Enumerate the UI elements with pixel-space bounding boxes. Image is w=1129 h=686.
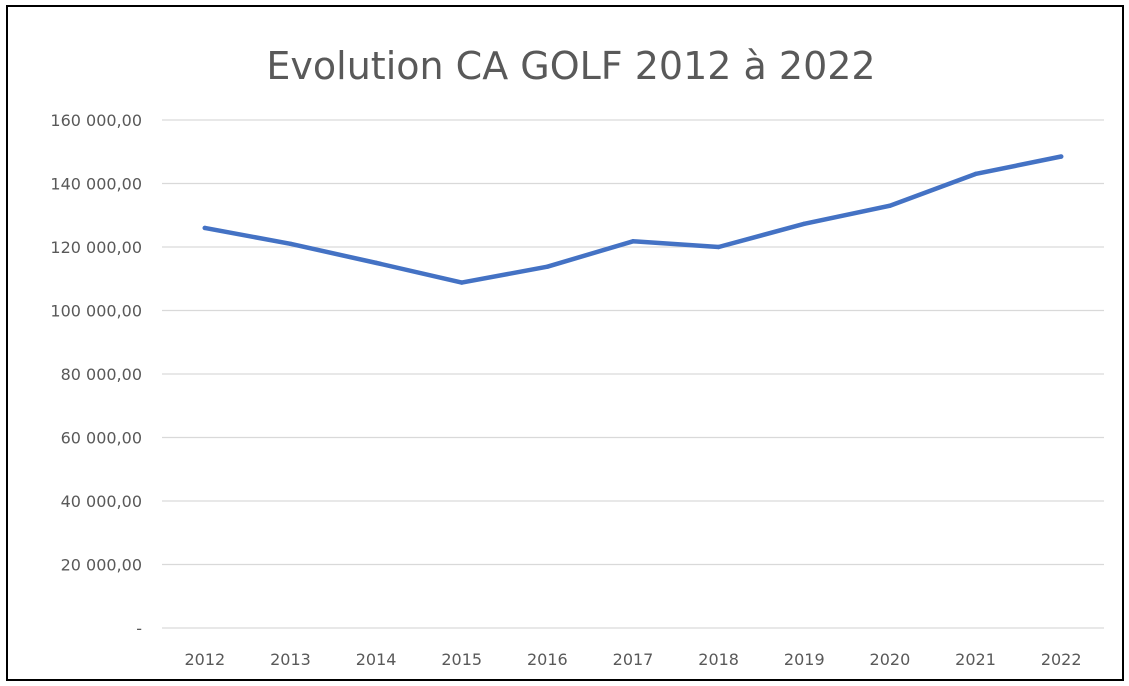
x-axis-tick-labels: 2012 2013 2014 2015 2016 2017 2018 2019 2020 2021… <box>184 650 1081 669</box>
data-point <box>202 225 208 231</box>
y-tick-label: - <box>136 619 142 638</box>
data-point <box>802 221 807 227</box>
x-tick-label: 2016 <box>527 650 568 669</box>
x-tick-label: 2020 <box>870 650 911 669</box>
x-tick-label: 2013 <box>270 650 311 669</box>
y-tick-label: 140 000,00 <box>50 175 142 194</box>
chart-title: Evolution CA GOLF 2012 à 2022 <box>266 44 875 88</box>
x-tick-label: 2012 <box>184 650 225 669</box>
data-point <box>973 171 978 177</box>
x-tick-label: 2014 <box>356 650 397 669</box>
y-tick-label: 20 000,00 <box>61 556 142 575</box>
gridlines <box>162 119 1104 629</box>
series-line <box>202 154 1064 285</box>
data-point <box>887 203 893 208</box>
data-point <box>716 244 721 250</box>
x-tick-label: 2022 <box>1041 650 1082 669</box>
x-tick-label: 2017 <box>613 650 654 669</box>
data-point <box>373 260 379 266</box>
y-tick-label: 160 000,00 <box>50 111 142 130</box>
x-tick-label: 2019 <box>784 650 825 669</box>
y-tick-label: 120 000,00 <box>50 238 142 257</box>
data-point <box>459 280 464 285</box>
x-tick-label: 2021 <box>955 650 996 669</box>
y-tick-label: 60 000,00 <box>61 429 142 448</box>
data-point <box>630 239 636 244</box>
y-tick-label: 100 000,00 <box>50 302 142 321</box>
line-chart: Evolution CA GOLF 2012 à 2022 - 20 000,00… <box>50 44 1104 669</box>
y-tick-label: 80 000,00 <box>61 365 142 384</box>
chart-frame: Evolution CA GOLF 2012 à 2022 - 20 000,00… <box>6 5 1124 681</box>
x-tick-label: 2018 <box>698 650 739 669</box>
series-layer <box>202 154 1064 285</box>
y-axis-tick-labels: - 20 000,00 40 000,00 60 000,00 80 000,00 100… <box>50 111 142 638</box>
y-tick-label: 40 000,00 <box>61 492 142 511</box>
x-tick-label: 2015 <box>441 650 482 669</box>
data-point <box>1058 154 1064 159</box>
data-point <box>288 241 293 247</box>
data-point <box>545 264 550 269</box>
